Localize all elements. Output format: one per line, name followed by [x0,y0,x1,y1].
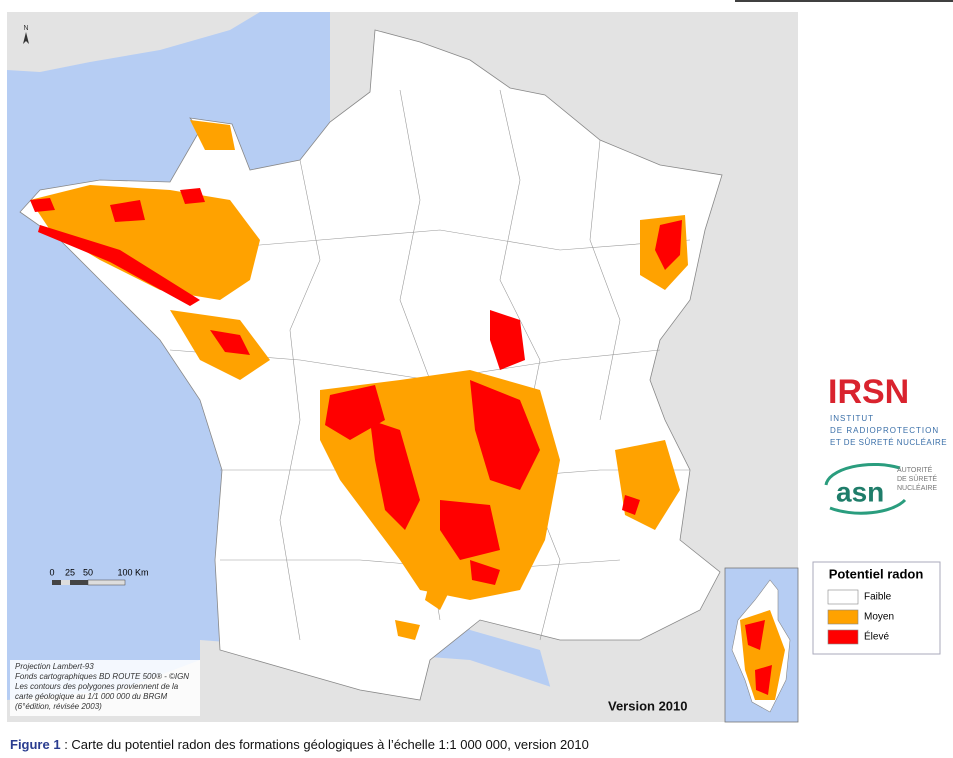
note: carte géologique au 1/1 000 000 du BRGM [15,692,167,701]
asn-line: NUCLÉAIRE [897,483,937,492]
asn-line: DE SÛRETÉ [897,474,937,483]
caption-label: Figure 1 [10,737,61,752]
scale-bar [70,580,88,585]
scale-label: 100 Km [117,567,148,577]
asn-logo: asn [836,476,884,507]
legend-label: Faible [864,592,892,603]
legend-swatch [827,589,859,605]
notes-box [10,660,200,716]
scale-label: 0 [49,567,54,577]
zone-west [170,120,270,380]
irsn-line: ET DE SÛRETÉ NUCLÉAIRE [830,438,947,447]
zone-brittany [30,185,260,300]
zone-brittany [38,225,200,306]
legend-label: Moyen [864,612,894,623]
scale-bar [52,580,61,585]
scale-bar [61,580,70,585]
asn-line: AUTORITÉ [897,465,933,474]
irsn-logo: IRSN [828,373,909,411]
zone-west [210,330,250,355]
irsn-line: INSTITUT [830,414,874,423]
legend-title: Potentiel radon [829,566,924,581]
note: Les contours des polygones proviennent d… [15,682,179,691]
note: Projection Lambert-93 [15,662,94,671]
caption: Figure 1 : Carte du potentiel radon des … [10,737,589,752]
legend-swatch [827,629,859,645]
legend: Potentiel radon Faible Moyen Élevé [812,561,941,655]
scale-label: 25 [65,567,75,577]
zone-brittany [30,188,205,222]
legend-label: Élevé [864,630,889,643]
north-arrow [23,32,29,44]
note: Fonds cartographiques BD ROUTE 500® - ©I… [15,672,189,681]
legend-swatch [827,609,859,625]
irsn-line: DE RADIOPROTECTION [830,426,939,435]
zone-corsica [745,620,772,695]
caption-text: : Carte du potentiel radon des formation… [61,737,589,752]
asn-arc [824,462,901,486]
note: (6°édition, révisée 2003) [15,702,102,711]
neighbour-england [7,12,260,72]
north-label: N [23,25,28,32]
map: N 0 25 50 100 Km Projection Lambert-93 F… [7,12,799,723]
version-label: Version 2010 [608,698,688,713]
zone-massif-central [325,310,540,585]
zone-east [395,215,688,640]
radon-zones [30,120,688,640]
scale-bar [87,579,126,586]
zone-east [622,220,682,515]
asn-arc [829,498,907,515]
scale-label: 50 [83,567,93,577]
